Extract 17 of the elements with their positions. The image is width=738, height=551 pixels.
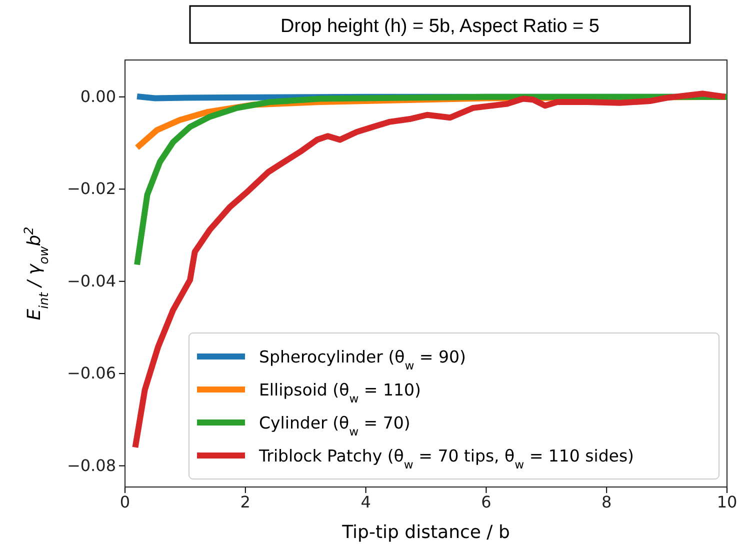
x-tick-label: 0 [120,492,130,512]
y-tick-label: −0.06 [66,364,116,383]
x-tick-label: 2 [240,492,250,512]
x-tick-label: 8 [602,492,612,512]
y-tick-label: 0.00 [80,87,116,106]
x-tick-label: 10 [716,492,738,512]
y-tick-label: −0.02 [66,179,116,198]
legend-label: Ellipsoid (θ$_{w}$ = 110) [259,380,421,406]
x-tick-label: 6 [481,492,492,512]
chart-title: Drop height (h) = 5b, Aspect Ratio = 5 [280,16,600,37]
legend-label: Spherocylinder (θ$_{w}$ = 90) [259,348,466,372]
legend-label: Cylinder (θ$_{w}$ = 70) [259,414,410,438]
y-tick-label: −0.08 [66,456,116,475]
x-tick-label: 4 [360,492,371,512]
x-axis-title: Tip-tip distance / b [341,522,510,543]
legend-label: Triblock Patchy (θ$_{w}$ = 70 tips, θ$_{w}$ = 110 sides) [258,446,634,472]
y-tick-label: −0.04 [66,271,116,290]
